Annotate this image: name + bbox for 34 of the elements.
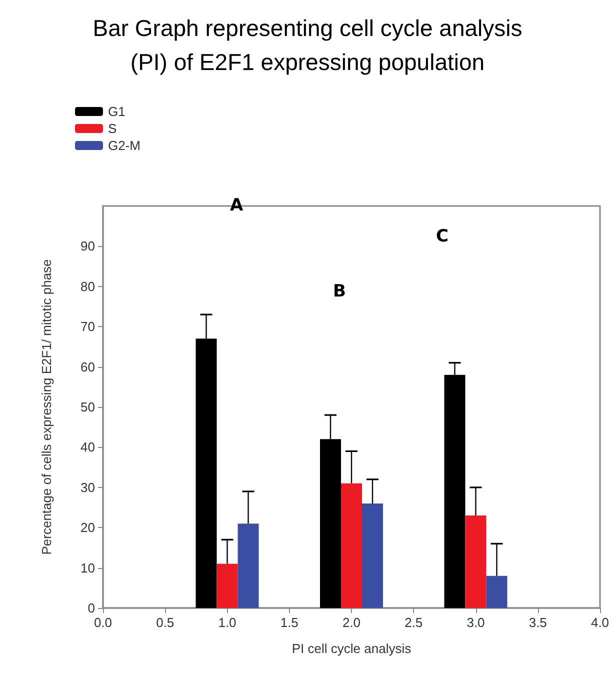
y-tick-label: 20: [80, 520, 95, 536]
y-tick-label: 40: [80, 440, 95, 455]
y-tick-label: 0: [88, 600, 95, 616]
bar: [465, 516, 486, 608]
bar: [341, 483, 362, 608]
x-tick-label: 1.0: [218, 615, 236, 630]
x-tick-label: 3.5: [528, 615, 547, 630]
bar: [238, 524, 259, 608]
x-tick-label: 2.5: [404, 615, 423, 630]
y-tick-label: 30: [80, 480, 95, 495]
y-tick-label: 70: [80, 319, 95, 334]
x-tick-label: 0.0: [94, 615, 112, 630]
chart-title: Bar Graph representing cell cycle analysis (PI) of E2F1 expressing population: [92, 15, 522, 75]
bar: [486, 576, 508, 608]
legend-label: G2-M: [108, 138, 140, 153]
annotation: A: [230, 196, 244, 216]
x-tick-label: 3.0: [466, 615, 485, 630]
bar: [216, 564, 238, 608]
x-tick-label: 0.5: [156, 615, 174, 630]
x-tick-label: 2.0: [342, 615, 361, 630]
y-tick-label: 50: [80, 400, 95, 414]
legend-label: S: [108, 121, 117, 136]
y-tick-label: 90: [80, 238, 95, 254]
legend-label: G1: [108, 104, 126, 119]
annotation: C: [436, 226, 448, 246]
y-tick-label: 10: [80, 560, 95, 576]
x-tick-label: 4.0: [590, 615, 610, 630]
y-tick-label: 60: [80, 359, 95, 374]
x-tick-label: 1.5: [280, 615, 298, 630]
y-tick-label: 80: [80, 278, 95, 294]
x-axis-title: PI cell cycle analysis: [292, 641, 412, 656]
bar: [362, 503, 383, 608]
annotation: B: [333, 282, 346, 302]
y-axis-title: Percentage of cells expressing E2F1/ mitotic phase: [39, 259, 54, 555]
